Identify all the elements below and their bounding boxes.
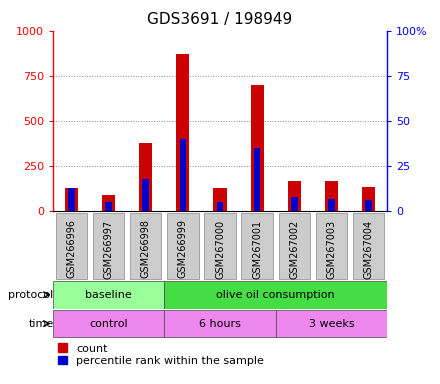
Bar	[68, 188, 75, 211]
Text: time: time	[28, 318, 54, 329]
Bar	[279, 213, 310, 279]
Text: GSM267002: GSM267002	[290, 220, 299, 279]
Bar	[325, 181, 338, 211]
Bar	[213, 188, 227, 211]
Bar	[204, 213, 236, 279]
Text: GSM267004: GSM267004	[363, 220, 374, 279]
Text: baseline: baseline	[85, 290, 132, 300]
Text: control: control	[89, 318, 128, 329]
Bar	[105, 202, 112, 211]
Title: GDS3691 / 198949: GDS3691 / 198949	[147, 12, 293, 27]
Bar	[180, 139, 186, 211]
Text: olive oil consumption: olive oil consumption	[216, 290, 335, 300]
Bar	[130, 213, 161, 279]
Bar	[55, 213, 87, 279]
Bar	[328, 199, 335, 211]
Bar	[164, 310, 276, 337]
Text: GSM266997: GSM266997	[103, 220, 114, 279]
Text: 6 hours: 6 hours	[199, 318, 241, 329]
Bar	[315, 213, 347, 279]
Bar	[139, 142, 152, 211]
Bar	[254, 148, 260, 211]
Bar	[365, 200, 372, 211]
Bar	[53, 310, 164, 337]
Bar	[53, 281, 164, 309]
Bar	[291, 197, 297, 211]
Text: GSM267000: GSM267000	[215, 220, 225, 279]
Bar	[288, 180, 301, 211]
Bar	[65, 188, 78, 211]
Text: GSM267003: GSM267003	[326, 220, 337, 279]
Bar	[242, 213, 273, 279]
Bar	[102, 195, 115, 211]
Bar	[167, 213, 198, 279]
Text: GSM267001: GSM267001	[252, 220, 262, 279]
Bar	[353, 213, 385, 279]
Bar	[216, 202, 224, 211]
Bar	[164, 281, 387, 309]
Text: GSM266999: GSM266999	[178, 220, 188, 278]
Bar	[93, 213, 125, 279]
Bar	[251, 85, 264, 211]
Text: GSM266996: GSM266996	[66, 220, 77, 278]
Text: protocol: protocol	[8, 290, 54, 300]
Bar	[362, 187, 375, 211]
Text: GSM266998: GSM266998	[141, 220, 150, 278]
Bar	[276, 310, 387, 337]
Legend: count, percentile rank within the sample: count, percentile rank within the sample	[59, 343, 264, 366]
Text: 3 weeks: 3 weeks	[308, 318, 354, 329]
Bar	[176, 54, 189, 211]
Bar	[143, 179, 149, 211]
